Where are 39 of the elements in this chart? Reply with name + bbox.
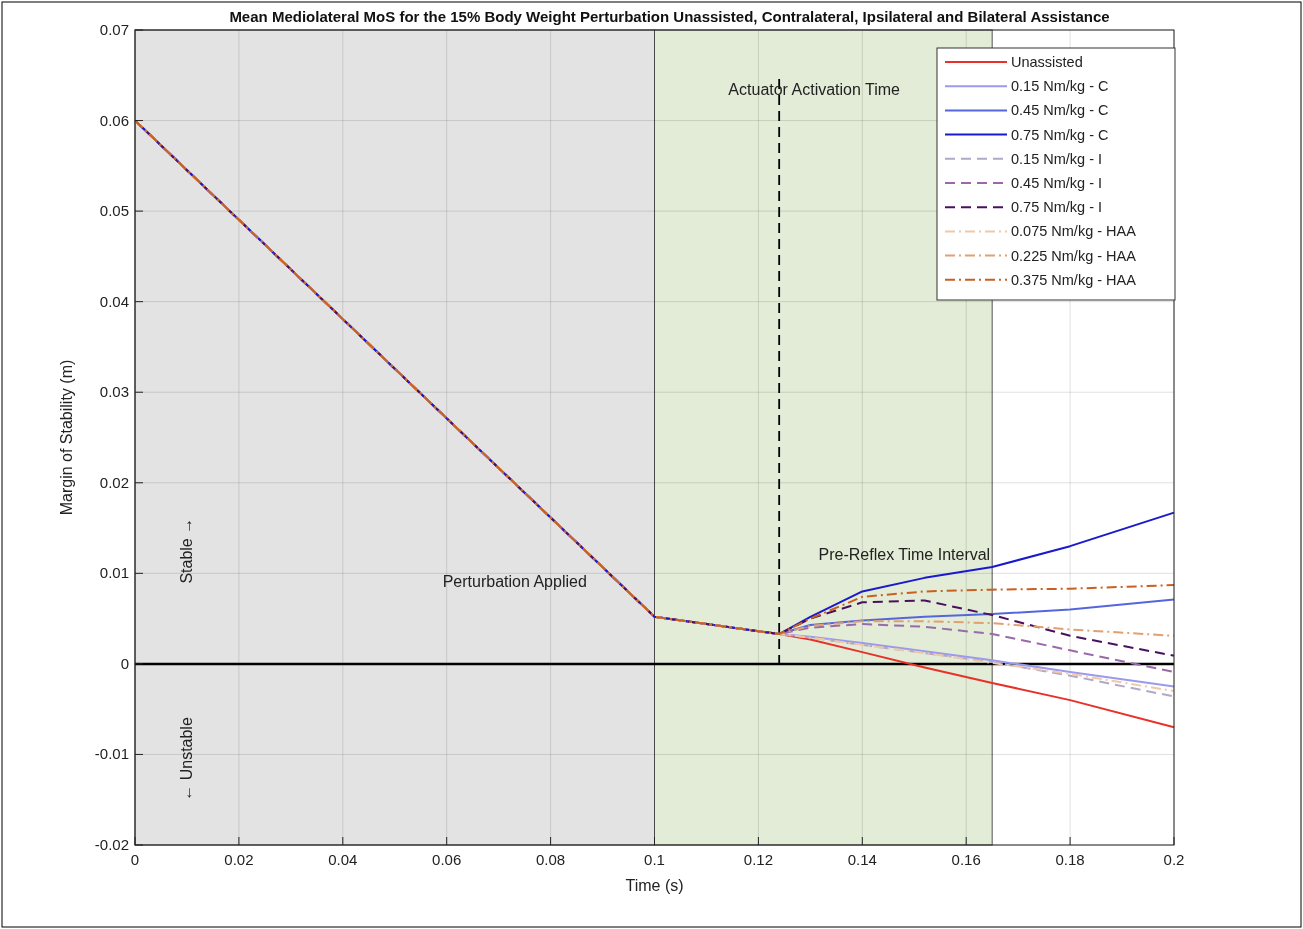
x-tick-label: 0.16 (951, 851, 981, 868)
legend-label: 0.45 Nm/kg - C (1011, 102, 1109, 119)
x-tick-label: 0.2 (1163, 851, 1185, 868)
x-tick-label: 0.14 (847, 851, 877, 868)
x-tick-label: 0.02 (224, 851, 254, 868)
legend-label: 0.15 Nm/kg - C (1011, 78, 1109, 95)
x-tick-label: 0.1 (644, 851, 665, 868)
legend-label: 0.15 Nm/kg - I (1011, 150, 1103, 167)
x-tick-label: 0 (130, 851, 140, 868)
y-tick-label: 0.02 (99, 473, 129, 491)
x-tick-label: 0.04 (328, 851, 358, 868)
x-axis-title: Time (s) (625, 877, 684, 894)
y-tick-label: -0.01 (94, 745, 129, 763)
legend-label: 0.075 Nm/kg - HAA (1011, 223, 1137, 240)
legend-label: 0.75 Nm/kg - C (1011, 126, 1109, 143)
x-tick-label: 0.08 (536, 851, 566, 868)
y-tick-label: 0.07 (99, 21, 129, 38)
y-tick-label: 0.05 (99, 202, 129, 220)
y-tick-label: 0 (120, 654, 129, 672)
y-tick-label: 0.01 (99, 564, 129, 582)
y-tick-label: 0.03 (99, 383, 129, 401)
y-tick-label: -0.02 (94, 836, 129, 853)
legend-label: 0.225 Nm/kg - HAA (1011, 247, 1137, 264)
y-axis-title: Margin of Stability (m) (58, 359, 75, 516)
y-tick-label: 0.04 (99, 292, 129, 310)
legend-label: 0.75 Nm/kg - I (1011, 199, 1103, 216)
x-tick-label: 0.18 (1055, 851, 1085, 868)
band-label: Perturbation Applied (442, 572, 587, 590)
legend-label: 0.45 Nm/kg - I (1011, 175, 1103, 191)
chart-title: Mean Mediolateral MoS for the 15% Body Weight Perturbation Unassisted, Contralateral, Ipsilateral and Bilateral Assistance (229, 8, 1110, 25)
ref-line-label: Actuator Activation Time (728, 81, 901, 98)
band-label: Pre-Reflex Time Interval (818, 545, 991, 563)
y-tick-label: 0.06 (99, 111, 129, 129)
x-tick-label: 0.06 (432, 851, 462, 868)
legend-label: Unassisted (1011, 54, 1083, 70)
annotation: Stable → (177, 517, 195, 584)
legend-label: 0.375 Nm/kg - HAA (1011, 271, 1137, 288)
x-tick-label: 0.12 (743, 851, 773, 868)
annotation: ← Unstable (177, 717, 195, 801)
